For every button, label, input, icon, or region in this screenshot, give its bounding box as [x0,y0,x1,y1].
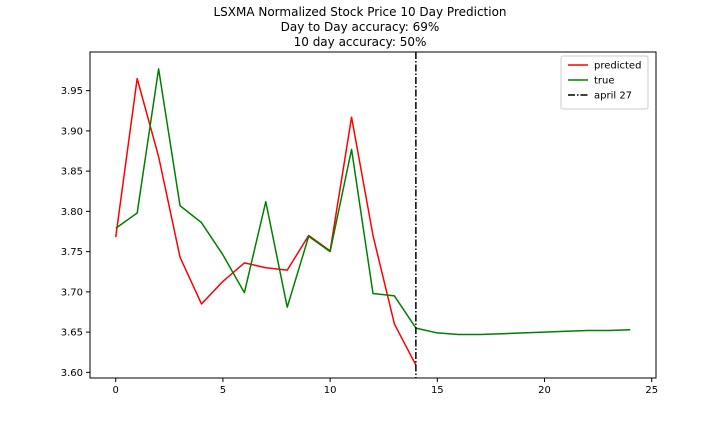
y-tick-label: 3.95 [61,86,83,97]
x-tick-label: 10 [324,385,337,396]
x-tick-label: 0 [113,385,119,396]
y-tick-label: 3.85 [61,167,83,178]
y-axis: 3.60 3.65 3.70 3.75 3.80 3.85 3.90 3.95 [61,86,90,379]
y-tick-label: 3.70 [61,287,83,298]
chart-subtitle-ten-day-accuracy: 10 day accuracy: 50% [293,35,427,49]
x-tick-label: 5 [220,385,226,396]
legend-label-april-27: april 27 [594,91,632,102]
chart-subtitle-day-accuracy: Day to Day accuracy: 69% [280,20,440,34]
legend: predicted true april 27 [560,55,649,110]
series-line-true [115,68,631,336]
y-tick-label: 3.60 [61,368,83,379]
y-tick-label: 3.80 [61,207,83,218]
x-axis: 0 5 10 15 20 25 [113,378,658,396]
chart-title: LSXMA Normalized Stock Price 10 Day Pred… [213,5,507,19]
series-line-predicted [114,77,417,366]
legend-label-true: true [594,76,615,87]
x-tick-label: 20 [538,385,551,396]
x-tick-label: 25 [645,385,658,396]
y-tick-label: 3.75 [61,247,83,258]
y-tick-label: 3.90 [61,126,83,137]
legend-label-predicted: predicted [594,61,641,72]
y-tick-label: 3.65 [61,328,83,339]
x-tick-label: 15 [431,385,444,396]
